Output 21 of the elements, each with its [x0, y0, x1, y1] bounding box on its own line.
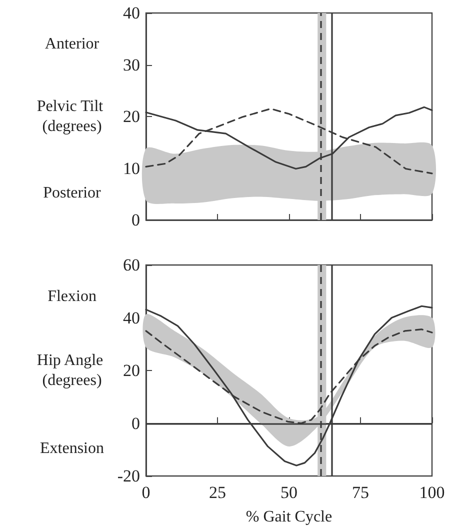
- x-tick-label: 50: [280, 483, 298, 502]
- text: Flexion: [48, 288, 96, 306]
- y-axis-title: Pelvic Tilt (degrees): [36, 98, 108, 135]
- x-tick-label: 25: [209, 483, 226, 502]
- text: Extension: [40, 440, 104, 458]
- y-tick-label: 0: [132, 414, 140, 433]
- x-tick-label: 100: [419, 483, 445, 502]
- y-tick-label: 30: [123, 55, 140, 74]
- x-axis-title: % Gait Cycle: [246, 508, 332, 526]
- y-tick-label: 40: [123, 308, 140, 328]
- y-tick-label: 10: [123, 158, 140, 178]
- y-tick-label: -20: [117, 466, 140, 486]
- y-axis-title: Hip Angle (degrees): [36, 352, 108, 389]
- y-tick-label: 20: [123, 361, 140, 380]
- text: Anterior: [44, 36, 100, 53]
- text: Posterior: [43, 184, 102, 202]
- y-tick-label: 40: [123, 4, 140, 22]
- y-tick-label: 20: [123, 107, 140, 126]
- y-tick-label: 60: [123, 256, 140, 274]
- x-tick-label: 75: [352, 483, 369, 502]
- y-tick-label: 0: [132, 210, 140, 230]
